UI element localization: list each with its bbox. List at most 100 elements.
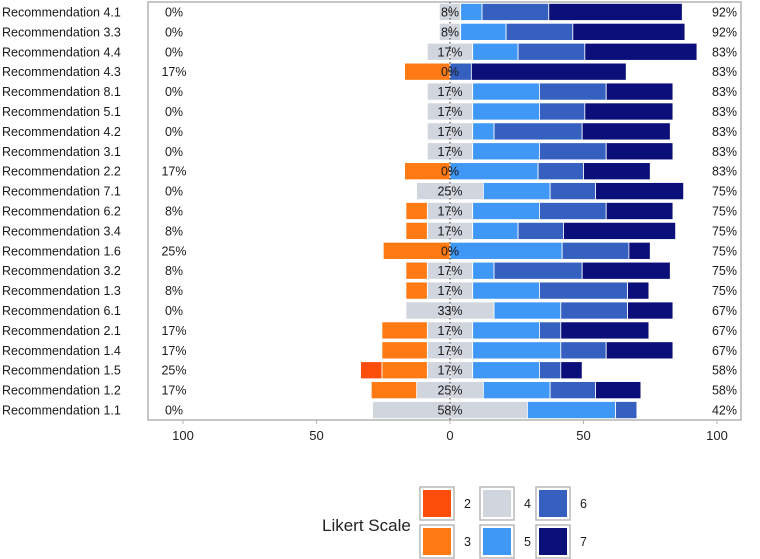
bar-segment-5 bbox=[472, 82, 540, 101]
bar-segment-6 bbox=[517, 42, 586, 61]
bar-segment-5 bbox=[449, 241, 563, 260]
bars-layer bbox=[147, 1, 742, 421]
x-tick-label: 100 bbox=[706, 428, 728, 443]
bar-segment-7 bbox=[595, 182, 685, 201]
bar-segment-7 bbox=[572, 22, 686, 41]
bar-segment-2 bbox=[360, 361, 383, 380]
bar-segment-5 bbox=[472, 321, 540, 340]
category-label: Recommendation 5.1 bbox=[2, 105, 121, 119]
bar-segment-5 bbox=[472, 221, 519, 240]
right-percent-label: 75% bbox=[712, 224, 737, 238]
legend-title: Likert Scale bbox=[322, 516, 411, 535]
right-percent-label: 83% bbox=[712, 65, 737, 79]
center-percent-label: 8% bbox=[441, 25, 459, 39]
category-label: Recommendation 7.1 bbox=[2, 185, 121, 199]
left-percent-label: 0% bbox=[165, 185, 183, 199]
legend-entry-label: 6 bbox=[580, 497, 587, 511]
left-percent-label: 25% bbox=[161, 244, 186, 258]
left-percent-label: 25% bbox=[161, 364, 186, 378]
left-percent-label: 8% bbox=[165, 205, 183, 219]
center-percent-label: 0% bbox=[441, 165, 459, 179]
legend-entry-label: 3 bbox=[464, 535, 471, 549]
category-label: Recommendation 1.3 bbox=[2, 284, 121, 298]
right-percent-label: 83% bbox=[712, 165, 737, 179]
bar-segment-3 bbox=[405, 202, 428, 220]
bar-segment-7 bbox=[548, 2, 683, 21]
bar-segment-6 bbox=[493, 122, 583, 141]
bar-segment-5 bbox=[493, 301, 562, 320]
bar-segment-3 bbox=[381, 361, 428, 380]
bar-segment-7 bbox=[605, 341, 674, 360]
left-percent-label: 0% bbox=[165, 125, 183, 139]
bar-segment-5 bbox=[472, 122, 495, 141]
category-label: Recommendation 3.2 bbox=[2, 264, 121, 278]
bar-segment-3 bbox=[381, 321, 428, 340]
labels-layer: Recommendation 4.1 0% 8% 92% Recommendation … bbox=[2, 5, 737, 417]
bar-segment-7 bbox=[595, 381, 642, 400]
bar-segment-7 bbox=[628, 241, 651, 260]
right-percent-label: 83% bbox=[712, 45, 737, 59]
right-percent-label: 75% bbox=[712, 264, 737, 278]
bar-segment-7 bbox=[583, 162, 651, 181]
category-label: Recommendation 6.1 bbox=[2, 304, 121, 318]
center-percent-label: 17% bbox=[437, 324, 462, 338]
bar-segment-5 bbox=[460, 2, 483, 21]
legend-swatch-4 bbox=[483, 490, 511, 517]
bar-segment-6 bbox=[539, 281, 628, 300]
bar-segment-3 bbox=[405, 281, 428, 300]
bar-segment-6 bbox=[505, 22, 574, 41]
category-label: Recommendation 1.4 bbox=[2, 344, 121, 358]
bar-segment-7 bbox=[627, 281, 650, 300]
bar-segment-7 bbox=[627, 301, 674, 320]
legend-swatch-6 bbox=[539, 490, 567, 517]
bar-segment-5 bbox=[449, 162, 539, 181]
bar-segment-6 bbox=[539, 82, 607, 101]
right-percent-label: 67% bbox=[712, 304, 737, 318]
right-percent-label: 67% bbox=[712, 344, 737, 358]
legend-swatch-7 bbox=[539, 528, 567, 555]
legend-swatch-2 bbox=[423, 490, 451, 517]
bar-segment-6 bbox=[517, 221, 564, 240]
right-percent-label: 83% bbox=[712, 85, 737, 99]
category-label: Recommendation 3.3 bbox=[2, 25, 121, 39]
center-percent-label: 17% bbox=[437, 105, 462, 119]
right-percent-label: 75% bbox=[712, 284, 737, 298]
center-percent-label: 25% bbox=[437, 384, 462, 398]
bar-segment-5 bbox=[472, 341, 562, 360]
bar-segment-6 bbox=[561, 241, 630, 260]
bar-segment-6 bbox=[549, 381, 596, 400]
bar-segment-5 bbox=[527, 401, 616, 420]
bar-segment-3 bbox=[405, 221, 428, 240]
legend: Likert Scale 2 3 4 5 6 7 bbox=[322, 486, 587, 559]
left-percent-label: 17% bbox=[161, 324, 186, 338]
center-percent-label: 17% bbox=[437, 205, 462, 219]
left-percent-label: 0% bbox=[165, 145, 183, 159]
right-percent-label: 75% bbox=[712, 185, 737, 199]
center-percent-label: 17% bbox=[437, 145, 462, 159]
category-label: Recommendation 1.1 bbox=[2, 404, 121, 418]
bar-segment-7 bbox=[584, 42, 698, 61]
category-label: Recommendation 6.2 bbox=[2, 205, 121, 219]
x-tick-label: 50 bbox=[309, 428, 323, 443]
bar-segment-5 bbox=[472, 281, 540, 300]
bar-segment-7 bbox=[605, 82, 674, 101]
center-percent-label: 17% bbox=[437, 344, 462, 358]
bar-segment-6 bbox=[560, 341, 607, 360]
bar-segment-6 bbox=[539, 361, 562, 380]
legend-swatch-3 bbox=[423, 528, 451, 555]
right-percent-label: 58% bbox=[712, 364, 737, 378]
bar-segment-7 bbox=[563, 221, 677, 240]
bar-segment-6 bbox=[549, 182, 596, 201]
bar-segment-5 bbox=[482, 381, 551, 400]
center-percent-label: 17% bbox=[437, 85, 462, 99]
center-percent-label: 17% bbox=[437, 224, 462, 238]
left-percent-label: 0% bbox=[165, 304, 183, 318]
right-percent-label: 83% bbox=[712, 125, 737, 139]
category-label: Recommendation 3.1 bbox=[2, 145, 121, 159]
center-percent-label: 33% bbox=[437, 304, 462, 318]
left-percent-label: 17% bbox=[161, 344, 186, 358]
bar-segment-6 bbox=[539, 321, 562, 340]
bar-segment-5 bbox=[472, 261, 495, 280]
x-tick-label: 100 bbox=[172, 428, 194, 443]
